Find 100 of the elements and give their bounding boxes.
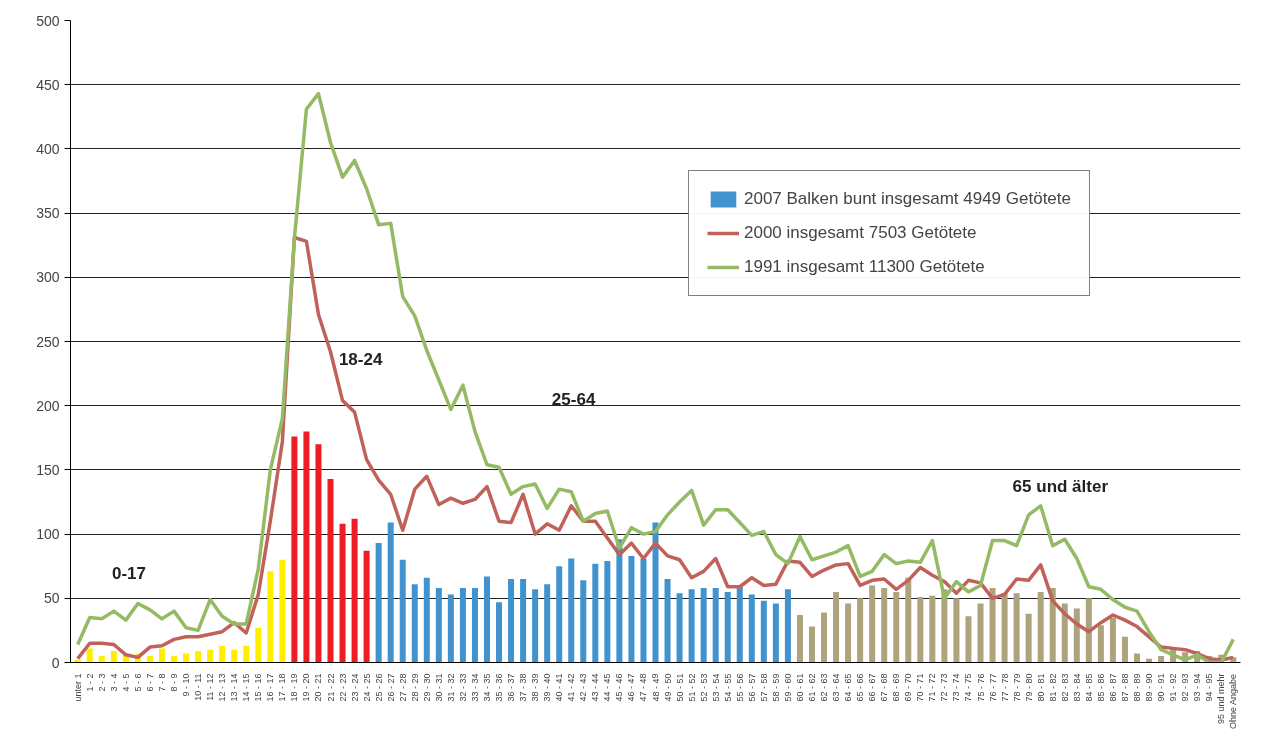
x-tick-label: 72 - 73	[939, 673, 950, 702]
bar	[977, 603, 984, 663]
bar	[399, 559, 406, 663]
bar	[1001, 593, 1008, 663]
x-tick-label: 55 - 56	[734, 673, 745, 702]
bar	[893, 591, 900, 663]
x-tick-label: 27 - 28	[397, 673, 408, 702]
bar	[483, 576, 490, 663]
annotation: 65 und älter	[1012, 477, 1109, 497]
annotation: 25-64	[551, 390, 596, 410]
x-tick-label: 38 - 39	[530, 673, 541, 702]
x-tick-label: 20 - 21	[313, 673, 324, 702]
bar	[857, 598, 864, 663]
bar	[423, 577, 430, 663]
x-tick-label: 77 - 78	[999, 673, 1010, 702]
x-tick-label: 25 - 26	[373, 673, 384, 702]
bar	[580, 580, 587, 663]
x-tick-label: 74 - 75	[963, 673, 974, 702]
x-tick-label: 50 - 51	[674, 673, 685, 702]
bar	[1109, 617, 1116, 663]
bar	[833, 591, 840, 663]
bar	[845, 603, 852, 663]
bar	[171, 656, 178, 663]
x-tick-label: 3 - 4	[108, 673, 119, 692]
bar	[146, 656, 153, 663]
x-tick-label: 75 - 76	[975, 673, 986, 702]
x-tick-label: 7 - 8	[156, 673, 167, 692]
x-tick-label: 67 - 68	[879, 673, 890, 702]
bar	[219, 645, 226, 663]
x-tick-label: 59 - 60	[782, 673, 793, 702]
bar	[953, 598, 960, 663]
bar	[808, 626, 815, 663]
x-tick-label: 85 - 86	[1095, 673, 1106, 702]
x-tick-label: 40 - 41	[554, 673, 565, 702]
x-tick-label: 52 - 53	[698, 673, 709, 702]
bar	[327, 478, 334, 663]
x-tick-label: 11 - 12	[205, 673, 216, 701]
x-tick-label: 49 - 50	[662, 673, 673, 702]
x-tick-label: 92 - 93	[1180, 673, 1191, 702]
x-tick-label: 2 - 3	[96, 673, 107, 692]
bar	[98, 656, 105, 663]
bar	[1013, 593, 1020, 663]
y-tick-label: 200	[36, 397, 60, 414]
bar	[267, 571, 274, 663]
bar	[712, 588, 719, 663]
bar	[724, 591, 731, 663]
x-tick-label: 42 - 43	[578, 673, 589, 702]
y-tick-label: 300	[36, 269, 60, 286]
bar	[279, 559, 286, 663]
bar	[1121, 636, 1128, 663]
bar	[158, 648, 165, 663]
x-tick-label: 62 - 63	[819, 673, 830, 702]
x-tick-label: 32 - 33	[457, 673, 468, 702]
y-tick-label: 500	[36, 12, 60, 29]
x-tick-label: 1 - 2	[84, 673, 95, 692]
bar	[821, 612, 828, 663]
x-tick-label: 22 - 23	[337, 673, 348, 702]
x-tick-label: 64 - 65	[843, 673, 854, 702]
bar	[869, 585, 876, 663]
bar	[339, 523, 346, 663]
x-tick-label: 17 - 18	[277, 673, 288, 702]
x-tick-label: 41 - 42	[566, 673, 577, 702]
bar	[784, 589, 791, 663]
x-tick-label: 23 - 24	[349, 673, 360, 702]
bar	[1037, 591, 1044, 663]
x-tick-label: 43 - 44	[590, 673, 601, 702]
y-tick-label: 250	[36, 333, 60, 350]
x-tick-label: 33 - 34	[469, 673, 480, 702]
x-tick-label: 78 - 79	[1011, 673, 1022, 702]
bar	[929, 595, 936, 663]
x-tick-label: 69 - 70	[903, 673, 914, 702]
bar	[243, 645, 250, 663]
x-tick-label: 76 - 77	[987, 673, 998, 702]
x-tick-label: 87 - 88	[1119, 673, 1130, 702]
x-tick-label: 83 - 84	[1071, 673, 1082, 702]
bar	[496, 602, 503, 663]
x-tick-label: 24 - 25	[361, 673, 372, 702]
x-tick-label: 9 - 10	[181, 673, 192, 697]
x-tick-label: 39 - 40	[542, 673, 553, 702]
x-tick-label: 95 und mehr	[1216, 673, 1227, 725]
bar	[905, 577, 912, 663]
x-tick-label: 37 - 38	[518, 673, 529, 702]
bar	[760, 600, 767, 663]
bar	[471, 588, 478, 663]
x-tick-label: 26 - 27	[385, 673, 396, 702]
x-tick-label: 80 - 81	[1035, 673, 1046, 702]
bar	[1061, 603, 1068, 663]
bar	[796, 614, 803, 663]
x-tick-label: 82 - 83	[1059, 673, 1070, 702]
bar	[652, 522, 659, 663]
x-tick-label: 6 - 7	[144, 673, 155, 692]
legend-label: 1991 insgesamt 11300 Getötete	[743, 257, 985, 277]
x-tick-label: 94 - 95	[1204, 673, 1215, 702]
x-tick-label: 19 - 20	[301, 673, 312, 702]
y-tick-label: 150	[36, 461, 60, 478]
x-tick-label: 58 - 59	[770, 673, 781, 702]
bar	[363, 550, 370, 663]
bar	[748, 594, 755, 663]
x-tick-label: 12 - 13	[217, 673, 228, 702]
bar	[86, 648, 93, 663]
